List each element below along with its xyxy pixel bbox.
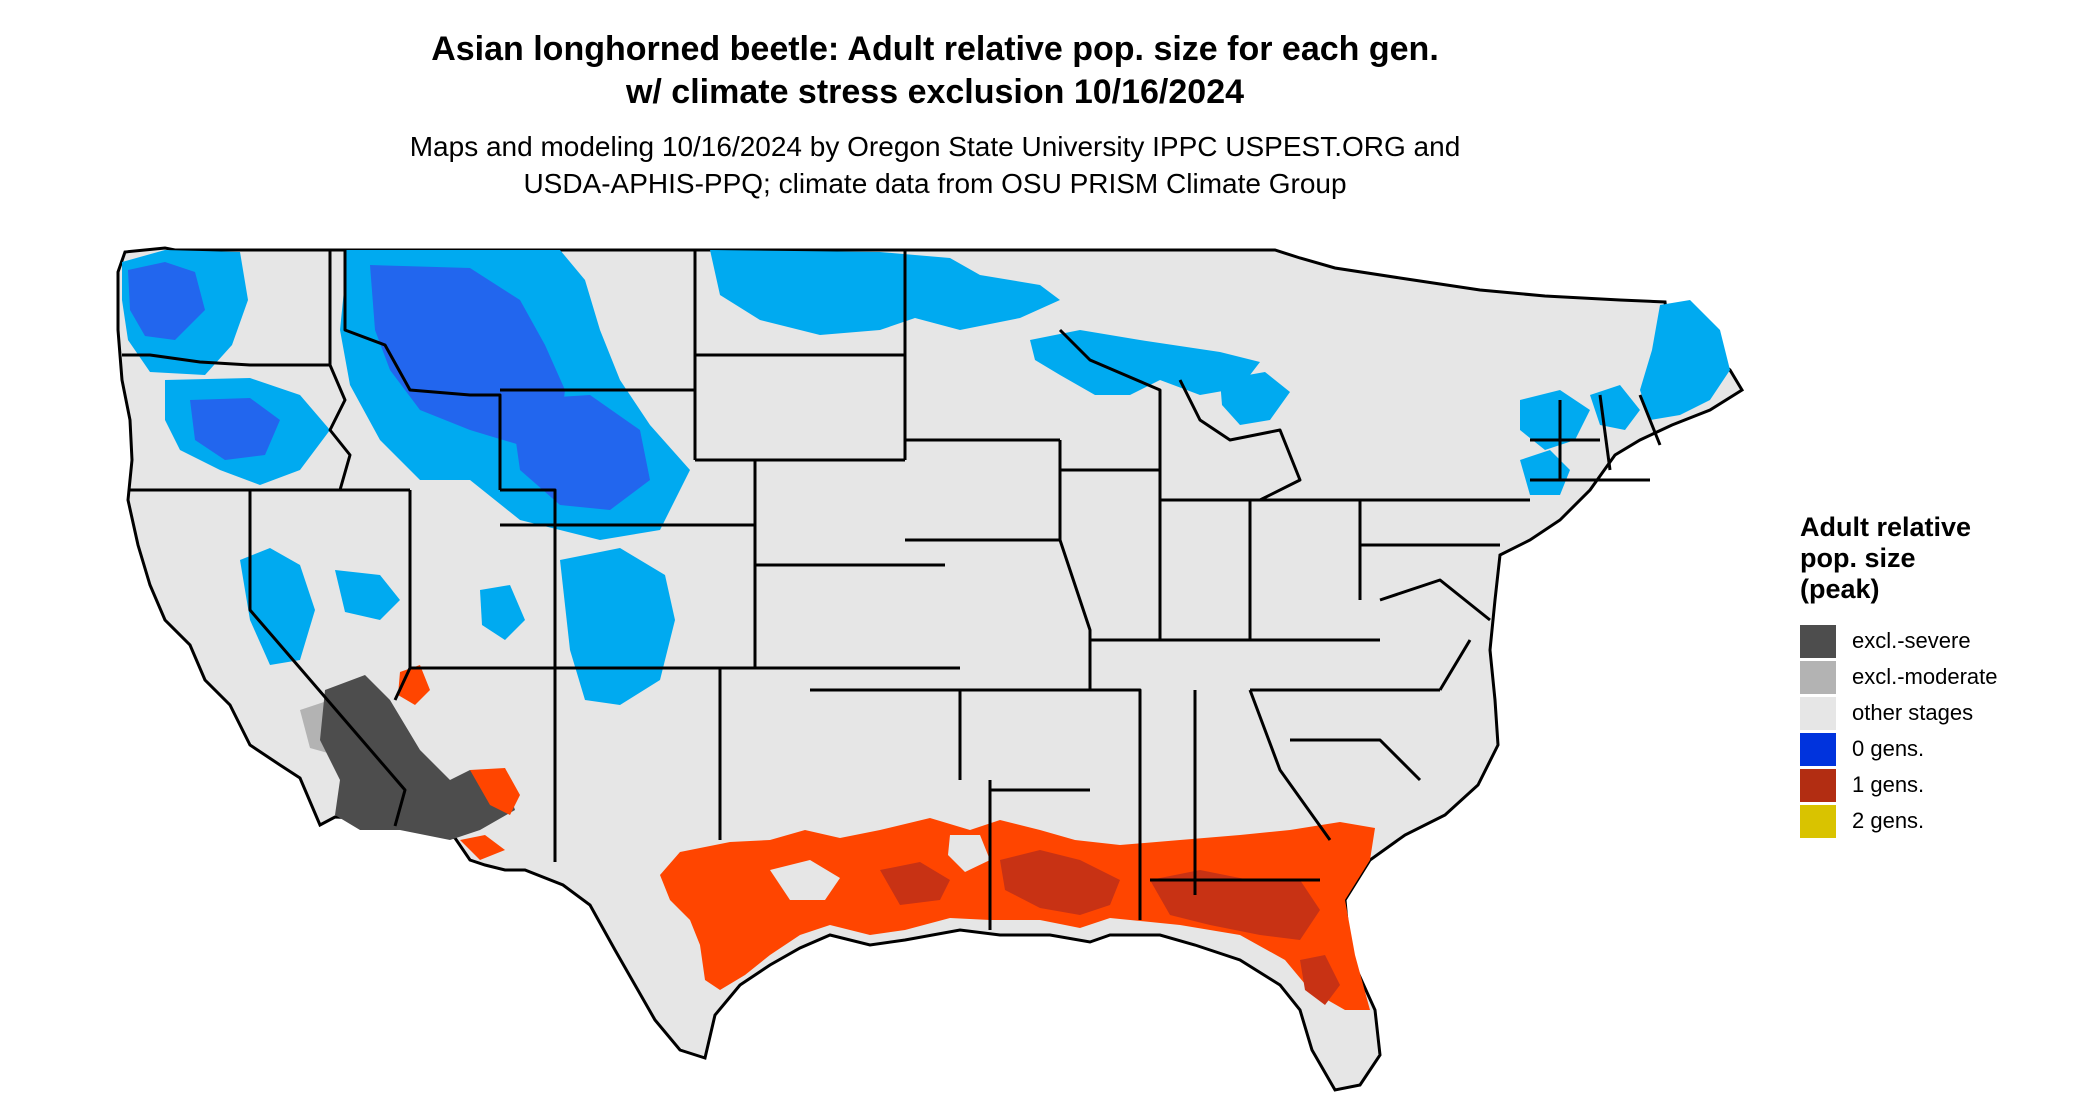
- map-title: Asian longhorned beetle: Adult relative …: [0, 28, 1870, 114]
- legend-swatch: [1800, 804, 1836, 838]
- legend-swatch: [1800, 732, 1836, 766]
- legend-title: Adult relative pop. size (peak): [1800, 512, 2090, 605]
- legend-item-excl-moderate: excl.-moderate: [1800, 659, 2090, 695]
- legend-item-0-gens: 0 gens.: [1800, 731, 2090, 767]
- title-line-1: Asian longhorned beetle: Adult relative …: [431, 30, 1439, 68]
- legend-item-other-stages: other stages: [1800, 695, 2090, 731]
- legend-label: 1 gens.: [1852, 772, 1925, 797]
- legend-title-line-1: Adult relative: [1800, 512, 1972, 542]
- legend-item-2-gens: 2 gens.: [1800, 803, 2090, 839]
- state-borders: [122, 250, 1662, 930]
- legend-label: other stages: [1852, 700, 1974, 725]
- zone-one-gen-south: [660, 818, 1375, 1075]
- zone-exclusion-southwest: [300, 665, 520, 860]
- zone-zero-gens-northwest: [122, 250, 690, 705]
- subtitle-line-1: Maps and modeling 10/16/2024 by Oregon S…: [409, 131, 1461, 162]
- subtitle-line-2: USDA-APHIS-PPQ; climate data from OSU PR…: [523, 168, 1347, 199]
- title-line-2: w/ climate stress exclusion 10/16/2024: [625, 73, 1245, 111]
- legend-title-line-3: (peak): [1800, 574, 1880, 604]
- legend-item-excl-severe: excl.-severe: [1800, 623, 2090, 659]
- legend-label: excl.-severe: [1852, 628, 1971, 653]
- legend-label: 0 gens.: [1852, 736, 1925, 761]
- legend-swatch: [1800, 660, 1836, 694]
- map-subtitle: Maps and modeling 10/16/2024 by Oregon S…: [0, 128, 1870, 202]
- legend-swatch: [1800, 696, 1836, 730]
- us-map: [116, 246, 1745, 1092]
- legend: Adult relative pop. size (peak) excl.-se…: [1800, 512, 2090, 839]
- legend-label: excl.-moderate: [1852, 664, 1998, 689]
- legend-item-1-gens: 1 gens.: [1800, 767, 2090, 803]
- zone-zero-gens-north: [710, 250, 1730, 495]
- legend-label: 2 gens.: [1852, 808, 1925, 833]
- legend-swatch: [1800, 624, 1836, 658]
- legend-title-line-2: pop. size: [1800, 543, 1916, 573]
- legend-swatch: [1800, 768, 1836, 802]
